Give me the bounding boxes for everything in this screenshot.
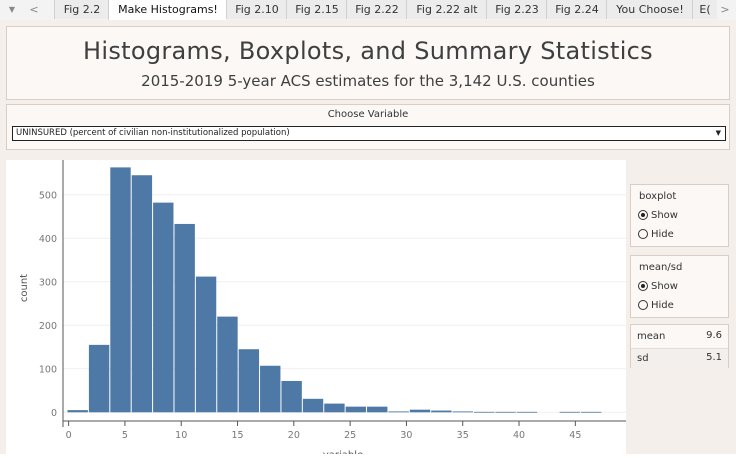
histogram-bar[interactable] [473,411,495,413]
meansd-show-option[interactable]: Show [638,280,678,293]
variable-chooser-panel: Choose Variable UNINSURED (percent of ci… [6,104,730,150]
meansd-title: mean/sd [639,262,683,273]
histogram-bar[interactable] [281,380,302,413]
title-panel: Histograms, Boxplots, and Summary Statis… [6,26,730,100]
mean-value: 9.6 [706,330,722,341]
x-tick-label: 20 [288,430,300,441]
x-axis-label: variable [323,450,363,454]
y-tick-label: 400 [39,234,57,245]
histogram-bar[interactable] [260,365,281,413]
dashboard-subtitle: 2015-2019 5-year ACS estimates for the 3… [141,72,595,90]
boxplot-title: boxplot [639,191,677,202]
mean-row: mean 9.6 [631,327,728,346]
tab-fig-2-2[interactable]: Fig 2.2 [54,0,109,19]
sd-row: sd 5.1 [631,348,728,368]
x-tick-label: 45 [569,430,581,441]
radio-unchecked-icon[interactable] [638,300,648,310]
tab-make-histograms[interactable]: Make Histograms! [108,0,227,20]
radio-unchecked-icon[interactable] [638,229,648,239]
boxplot-control: boxplot Show Hide [630,184,729,247]
scroll-tabs-left-icon[interactable]: < [29,3,39,16]
x-tick-label: 5 [122,430,128,441]
histogram-chart: 0 100 200 300 400 500 0 5 10 15 20 25 30 35 40 45 count… [6,160,626,458]
sd-value: 5.1 [706,352,722,363]
y-tick-label: 0 [51,408,57,419]
meansd-show-label: Show [651,281,678,292]
choose-variable-label: Choose Variable [327,109,409,120]
dashboard-title: Histograms, Boxplots, and Summary Statis… [83,37,653,65]
histogram-bar[interactable] [110,167,131,413]
x-tick-label: 25 [344,430,356,441]
x-tick-label: 15 [231,430,243,441]
histogram-bar[interactable] [495,411,516,413]
meansd-control: mean/sd Show Hide [630,255,729,318]
y-tick-label: 200 [39,321,57,332]
tab-fig-2-15[interactable]: Fig 2.15 [286,0,347,19]
y-tick-label: 300 [39,277,57,288]
histogram-bar[interactable] [367,406,388,413]
histogram-bar[interactable] [195,276,217,413]
x-tick-label: 0 [66,430,72,441]
histogram-bar[interactable] [431,410,452,413]
x-tick-label: 40 [513,430,525,441]
x-tick-label: 35 [457,430,469,441]
y-tick-label: 500 [39,190,57,201]
histogram-bar[interactable] [131,175,153,413]
histogram-bar[interactable] [174,223,195,413]
histogram-bar[interactable] [324,403,345,413]
variable-select[interactable]: UNINSURED (percent of civilian non-insti… [12,126,726,141]
meansd-hide-option[interactable]: Hide [638,299,674,312]
boxplot-show-option[interactable]: Show [638,209,678,222]
histogram-bar[interactable] [345,406,367,413]
x-tick-label: 10 [175,430,187,441]
x-tick-label: 30 [400,430,412,441]
histogram-bar[interactable] [388,411,409,413]
variable-select-value: UNINSURED (percent of civilian non-insti… [16,128,290,138]
sheet-tab-bar: ▼ < Fig 2.2 Make Histograms! Fig 2.10 Fi… [0,0,736,21]
histogram-bar[interactable] [238,349,260,413]
histogram-bar[interactable] [559,411,580,413]
histogram-bar[interactable] [67,410,88,413]
histogram-bar[interactable] [409,409,431,413]
summary-stats-table: mean 9.6 sd 5.1 [630,324,729,368]
boxplot-hide-label: Hide [651,229,674,240]
histogram-bar[interactable] [580,411,602,413]
sd-label: sd [637,353,649,364]
tab-fig-2-10[interactable]: Fig 2.10 [226,0,287,19]
dropdown-arrow-icon[interactable]: ▼ [715,129,721,137]
scroll-tabs-right-icon[interactable]: > [720,3,730,16]
tab-fig-2-22-alt[interactable]: Fig 2.22 alt [406,0,487,19]
y-axis-label: count [19,274,30,302]
histogram-bar[interactable] [302,398,324,413]
histogram-bar[interactable] [452,411,473,413]
tab-fig-2-23[interactable]: Fig 2.23 [486,0,547,19]
y-tick-label: 100 [39,364,57,375]
histogram-bar[interactable] [516,411,538,413]
histogram-bar[interactable] [88,344,110,413]
mean-label: mean [637,331,666,342]
radio-checked-icon[interactable] [638,210,648,220]
histogram-bar[interactable] [217,316,238,413]
tab-you-choose[interactable]: You Choose! [606,0,693,19]
tab-fig-2-24[interactable]: Fig 2.24 [546,0,607,19]
tab-truncated[interactable]: E( [692,0,717,19]
boxplot-hide-option[interactable]: Hide [638,228,674,241]
radio-checked-icon[interactable] [638,281,648,291]
boxplot-show-label: Show [651,210,678,221]
histogram-bar[interactable] [153,202,174,413]
histogram-svg: 0 100 200 300 400 500 0 5 10 15 20 25 30 35 40 45 count… [19,160,626,458]
meansd-hide-label: Hide [651,300,674,311]
tab-fig-2-22[interactable]: Fig 2.22 [346,0,407,19]
tab-list-dropdown-icon[interactable]: ▼ [8,5,16,14]
